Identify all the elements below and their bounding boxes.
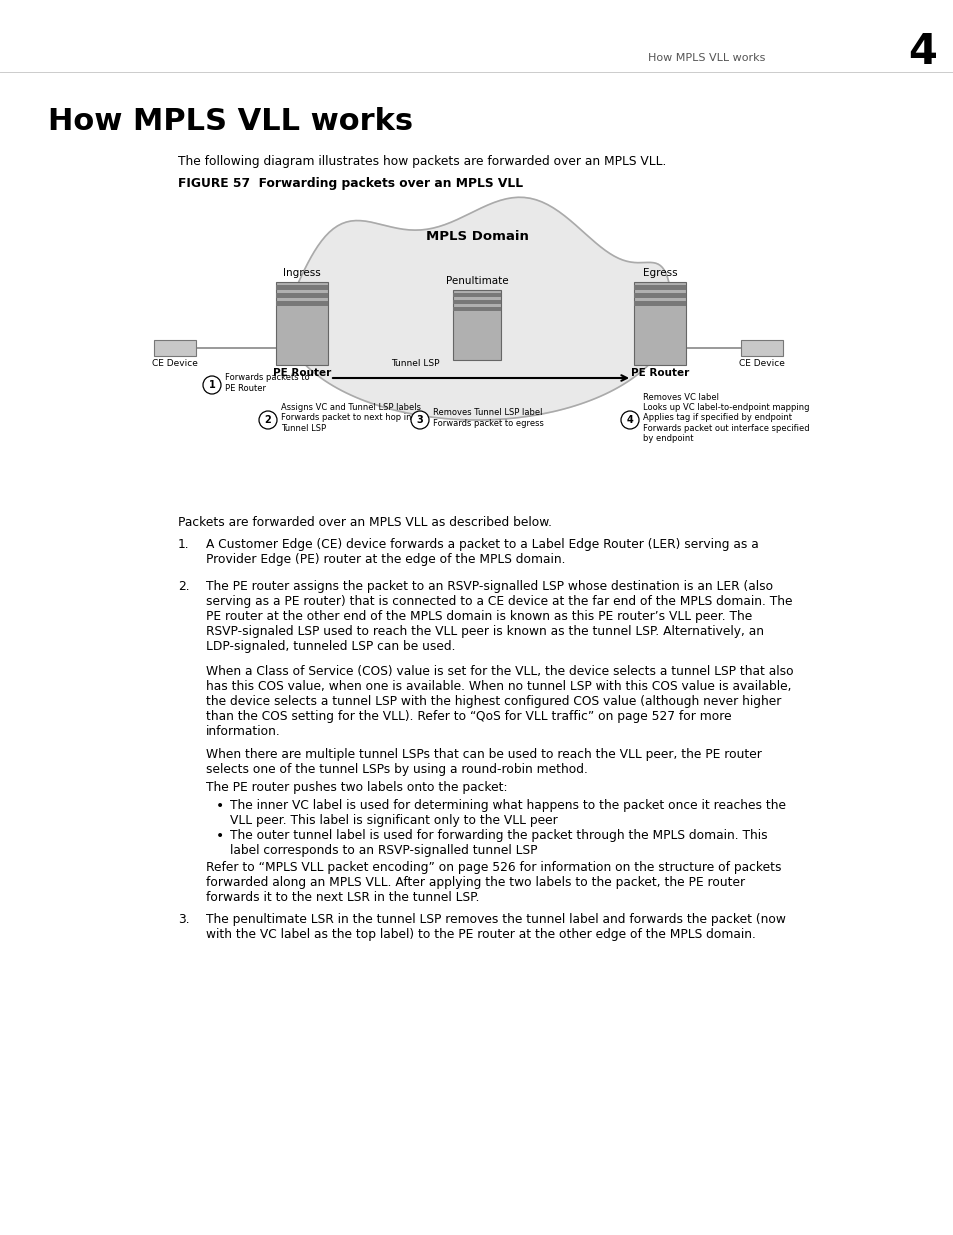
Text: How MPLS VLL works: How MPLS VLL works: [647, 53, 764, 63]
Text: Egress: Egress: [642, 268, 677, 278]
Circle shape: [203, 375, 221, 394]
Text: CE Device: CE Device: [739, 359, 784, 368]
Text: MPLS Domain: MPLS Domain: [425, 230, 528, 242]
Text: Refer to “MPLS VLL packet encoding” on page 526 for information on the structure: Refer to “MPLS VLL packet encoding” on p…: [206, 861, 781, 904]
FancyBboxPatch shape: [634, 285, 685, 290]
Text: Tunnel LSP: Tunnel LSP: [391, 359, 438, 368]
Text: 3.: 3.: [178, 913, 190, 926]
FancyBboxPatch shape: [453, 308, 500, 311]
Text: PE Router: PE Router: [273, 368, 331, 378]
Text: Removes Tunnel LSP label
Forwards packet to egress: Removes Tunnel LSP label Forwards packet…: [433, 409, 543, 427]
Text: The inner VC label is used for determining what happens to the packet once it re: The inner VC label is used for determini…: [230, 799, 785, 827]
Text: The PE router assigns the packet to an RSVP-signalled LSP whose destination is a: The PE router assigns the packet to an R…: [206, 580, 792, 653]
Text: 2.: 2.: [178, 580, 190, 593]
Text: Removes VC label
Looks up VC label-to-endpoint mapping
Applies tag if specified : Removes VC label Looks up VC label-to-en…: [642, 393, 809, 443]
Text: Penultimate: Penultimate: [445, 275, 508, 287]
Text: Assigns VC and Tunnel LSP labels
Forwards packet to next hop in
Tunnel LSP: Assigns VC and Tunnel LSP labels Forward…: [281, 403, 420, 433]
Text: Ingress: Ingress: [283, 268, 320, 278]
Text: 2: 2: [264, 415, 271, 425]
Text: When a Class of Service (COS) value is set for the VLL, the device selects a tun: When a Class of Service (COS) value is s…: [206, 664, 793, 739]
Text: 4: 4: [907, 31, 936, 73]
Text: 1.: 1.: [178, 538, 190, 551]
FancyBboxPatch shape: [634, 301, 685, 306]
Text: 3: 3: [416, 415, 423, 425]
Text: The following diagram illustrates how packets are forwarded over an MPLS VLL.: The following diagram illustrates how pa…: [178, 156, 666, 168]
Text: Packets are forwarded over an MPLS VLL as described below.: Packets are forwarded over an MPLS VLL a…: [178, 516, 552, 529]
Polygon shape: [282, 198, 671, 420]
Text: The outer tunnel label is used for forwarding the packet through the MPLS domain: The outer tunnel label is used for forwa…: [230, 829, 767, 857]
Text: Forwards packets to
PE Router: Forwards packets to PE Router: [225, 373, 310, 393]
Text: The PE router pushes two labels onto the packet:: The PE router pushes two labels onto the…: [206, 781, 507, 794]
FancyBboxPatch shape: [453, 300, 500, 304]
Circle shape: [258, 411, 276, 429]
Text: PE Router: PE Router: [630, 368, 688, 378]
FancyBboxPatch shape: [275, 282, 328, 366]
FancyBboxPatch shape: [453, 293, 500, 296]
FancyBboxPatch shape: [634, 293, 685, 298]
Text: CE Device: CE Device: [152, 359, 197, 368]
FancyBboxPatch shape: [275, 293, 328, 298]
Circle shape: [411, 411, 429, 429]
FancyBboxPatch shape: [153, 340, 195, 356]
FancyBboxPatch shape: [275, 285, 328, 290]
Text: The penultimate LSR in the tunnel LSP removes the tunnel label and forwards the : The penultimate LSR in the tunnel LSP re…: [206, 913, 785, 941]
Text: •: •: [215, 799, 224, 813]
Text: How MPLS VLL works: How MPLS VLL works: [48, 107, 413, 137]
Circle shape: [620, 411, 639, 429]
Text: When there are multiple tunnel LSPs that can be used to reach the VLL peer, the : When there are multiple tunnel LSPs that…: [206, 748, 761, 776]
Text: 4: 4: [626, 415, 633, 425]
Text: •: •: [215, 829, 224, 844]
FancyBboxPatch shape: [634, 282, 685, 366]
FancyBboxPatch shape: [275, 301, 328, 306]
Text: 1: 1: [209, 380, 215, 390]
Text: A Customer Edge (CE) device forwards a packet to a Label Edge Router (LER) servi: A Customer Edge (CE) device forwards a p…: [206, 538, 758, 566]
FancyBboxPatch shape: [740, 340, 782, 356]
FancyBboxPatch shape: [453, 290, 500, 359]
Text: FIGURE 57  Forwarding packets over an MPLS VLL: FIGURE 57 Forwarding packets over an MPL…: [178, 177, 522, 189]
